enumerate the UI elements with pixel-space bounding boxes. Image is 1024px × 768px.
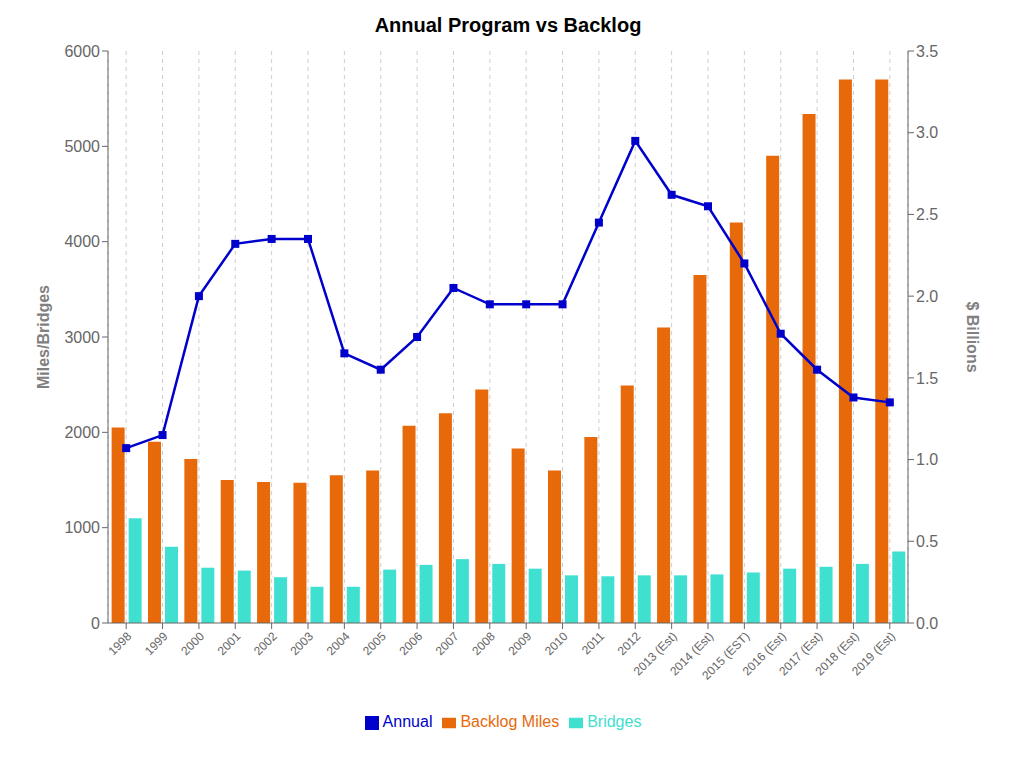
html-text:Annual: Annual — [382, 713, 433, 730]
svg-text:2017 (Est): 2017 (Est) — [776, 629, 826, 679]
svg-text:2004: 2004 — [324, 629, 353, 658]
svg-text:4000: 4000 — [64, 233, 100, 250]
svg-text:2008: 2008 — [469, 629, 498, 658]
svg-text:2013 (Est): 2013 (Est) — [630, 629, 680, 679]
svg-text:$ Billions: $ Billions — [964, 301, 981, 372]
svg-text:2000: 2000 — [178, 629, 207, 658]
svg-text:2010: 2010 — [542, 629, 571, 658]
svg-text:6000: 6000 — [64, 43, 100, 60]
svg-text:2002: 2002 — [251, 629, 280, 658]
svg-text:2014 (Est): 2014 (Est) — [667, 629, 717, 679]
svg-text:2009: 2009 — [506, 629, 535, 658]
svg-text:2001: 2001 — [215, 629, 244, 658]
svg-text:2000: 2000 — [64, 424, 100, 441]
svg-text:0.0: 0.0 — [916, 615, 938, 632]
svg-text:3.5: 3.5 — [916, 43, 938, 60]
html-text:Bridges: Bridges — [587, 713, 642, 730]
svg-text:2015 (EST): 2015 (EST) — [699, 629, 752, 682]
svg-text:1998: 1998 — [106, 629, 135, 658]
svg-text:2016 (Est): 2016 (Est) — [739, 629, 789, 679]
svg-text:2019 (Est): 2019 (Est) — [849, 629, 898, 678]
svg-text:2011: 2011 — [579, 629, 607, 657]
svg-text:0.5: 0.5 — [916, 533, 938, 550]
svg-text:1.5: 1.5 — [916, 370, 938, 387]
svg-text:2018 (Est): 2018 (Est) — [812, 629, 862, 679]
svg-text:1000: 1000 — [64, 519, 100, 536]
svg-text:2007: 2007 — [433, 629, 462, 658]
svg-text:2006: 2006 — [396, 629, 425, 658]
svg-text:2.0: 2.0 — [916, 288, 938, 305]
svg-text:2.5: 2.5 — [916, 206, 938, 223]
svg-text:3000: 3000 — [64, 329, 100, 346]
svg-text:0: 0 — [91, 615, 100, 632]
svg-text:2003: 2003 — [287, 629, 316, 658]
svg-text:Miles/Bridges: Miles/Bridges — [35, 285, 52, 389]
svg-text:2005: 2005 — [360, 629, 389, 658]
svg-text:5000: 5000 — [64, 138, 100, 155]
svg-text:3.0: 3.0 — [916, 124, 938, 141]
svg-text:1.0: 1.0 — [916, 451, 938, 468]
html-text:Annual Program vs Backlog: Annual Program vs Backlog — [374, 14, 642, 36]
html-text:Backlog Miles: Backlog Miles — [460, 713, 560, 730]
svg-text:2012: 2012 — [615, 629, 644, 658]
svg-text:1999: 1999 — [142, 629, 171, 658]
